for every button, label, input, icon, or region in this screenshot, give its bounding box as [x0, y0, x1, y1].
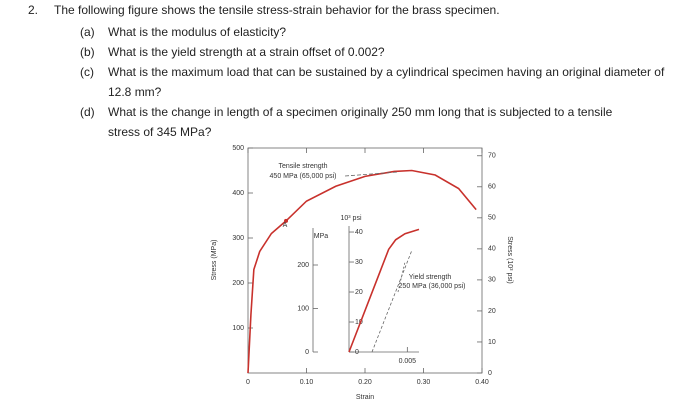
y-tick-label: 500 [232, 145, 244, 152]
x-axis-label: Strain [356, 394, 374, 401]
x-tick-label: 0.20 [358, 379, 372, 386]
part-text: What is the modulus of elasticity? [108, 25, 287, 39]
leader [397, 261, 406, 293]
offset-line [371, 249, 413, 353]
inset-y2-label: 10³ psi [340, 215, 361, 222]
y2-tick-label: 40 [355, 229, 363, 236]
y2-tick-label: 70 [488, 153, 496, 160]
part-text: What is the maximum load that can be sus… [108, 65, 665, 99]
part-label: (c) [80, 65, 94, 79]
annotation: 450 MPa (65,000 psi) [270, 173, 337, 180]
y-tick-label: 100 [297, 305, 309, 312]
x-tick-label: 0.005 [399, 358, 417, 365]
y-tick-label: 100 [232, 325, 244, 332]
y-tick-label: 400 [232, 190, 244, 197]
curve [247, 169, 477, 374]
y-axis-label: Stress (MPa) [211, 240, 218, 281]
y2-tick-label: 50 [488, 215, 496, 222]
inset-y-label: MPa [314, 233, 329, 240]
y2-axis-label: Stress (10³ psi) [506, 236, 513, 283]
y2-tick-label: 10 [488, 339, 496, 346]
y2-tick-label: 0 [355, 349, 359, 356]
x-tick-label: 0.10 [300, 379, 314, 386]
annotation: Tensile strength [278, 163, 327, 170]
y-tick-label: 300 [232, 235, 244, 242]
part-text: What is the change in length of a specim… [108, 105, 613, 139]
y2-tick-label: 30 [355, 259, 363, 266]
point-a [284, 218, 289, 223]
y2-tick-label: 20 [488, 308, 496, 315]
y2-tick-label: 30 [488, 277, 496, 284]
y2-tick-label: 20 [355, 289, 363, 296]
y-tick-label: 200 [232, 280, 244, 287]
annotation: Yield strength [409, 274, 452, 281]
x-tick-label: 0.40 [475, 379, 489, 386]
y-tick-label: 200 [297, 262, 309, 269]
part-label: (d) [80, 105, 95, 119]
y2-tick-label: 0 [488, 370, 492, 377]
part-label: (a) [80, 25, 95, 39]
y2-tick-label: 10 [355, 319, 363, 326]
curve [348, 228, 420, 353]
y2-tick-label: 40 [488, 246, 496, 253]
part-text: What is the yield strength at a strain o… [108, 45, 385, 59]
y-tick-label: 0 [305, 349, 309, 356]
part-label: (b) [80, 45, 95, 59]
annotation: A [283, 222, 288, 229]
question-number: 2. [28, 3, 39, 17]
annotation: 250 MPa (36,000 psi) [399, 283, 466, 290]
x-tick-label: 0 [246, 379, 250, 386]
question-text: The following figure shows the tensile s… [54, 3, 500, 17]
y2-tick-label: 60 [488, 184, 496, 191]
x-tick-label: 0.30 [417, 379, 431, 386]
leader [344, 171, 399, 177]
